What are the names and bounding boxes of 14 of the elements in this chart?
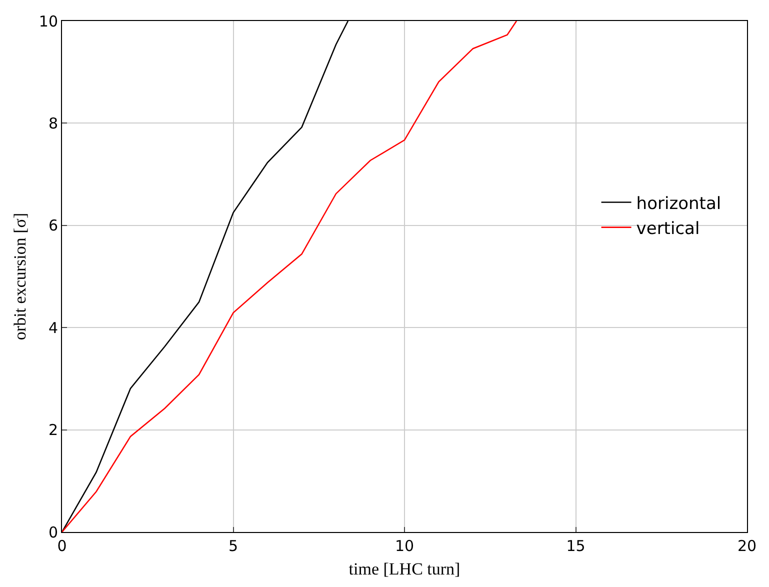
x-tick-label: 20: [737, 537, 757, 555]
x-tick-label: 15: [566, 537, 586, 555]
x-axis-title: time [LHC turn]: [348, 559, 460, 578]
x-tick-label: 10: [394, 537, 414, 555]
x-tick-label: 5: [228, 537, 238, 555]
y-tick-label: 8: [48, 114, 58, 132]
y-tick-label: 2: [48, 421, 58, 440]
y-tick-label: 6: [48, 216, 58, 235]
legend-label: vertical: [636, 218, 700, 239]
y-axis-title: orbit excursion [σ]: [10, 212, 30, 340]
legend-label: horizontal: [636, 194, 722, 214]
y-tick-label: 10: [38, 12, 58, 30]
y-tick-label: 4: [48, 318, 58, 337]
y-tick-label: 0: [48, 523, 58, 542]
